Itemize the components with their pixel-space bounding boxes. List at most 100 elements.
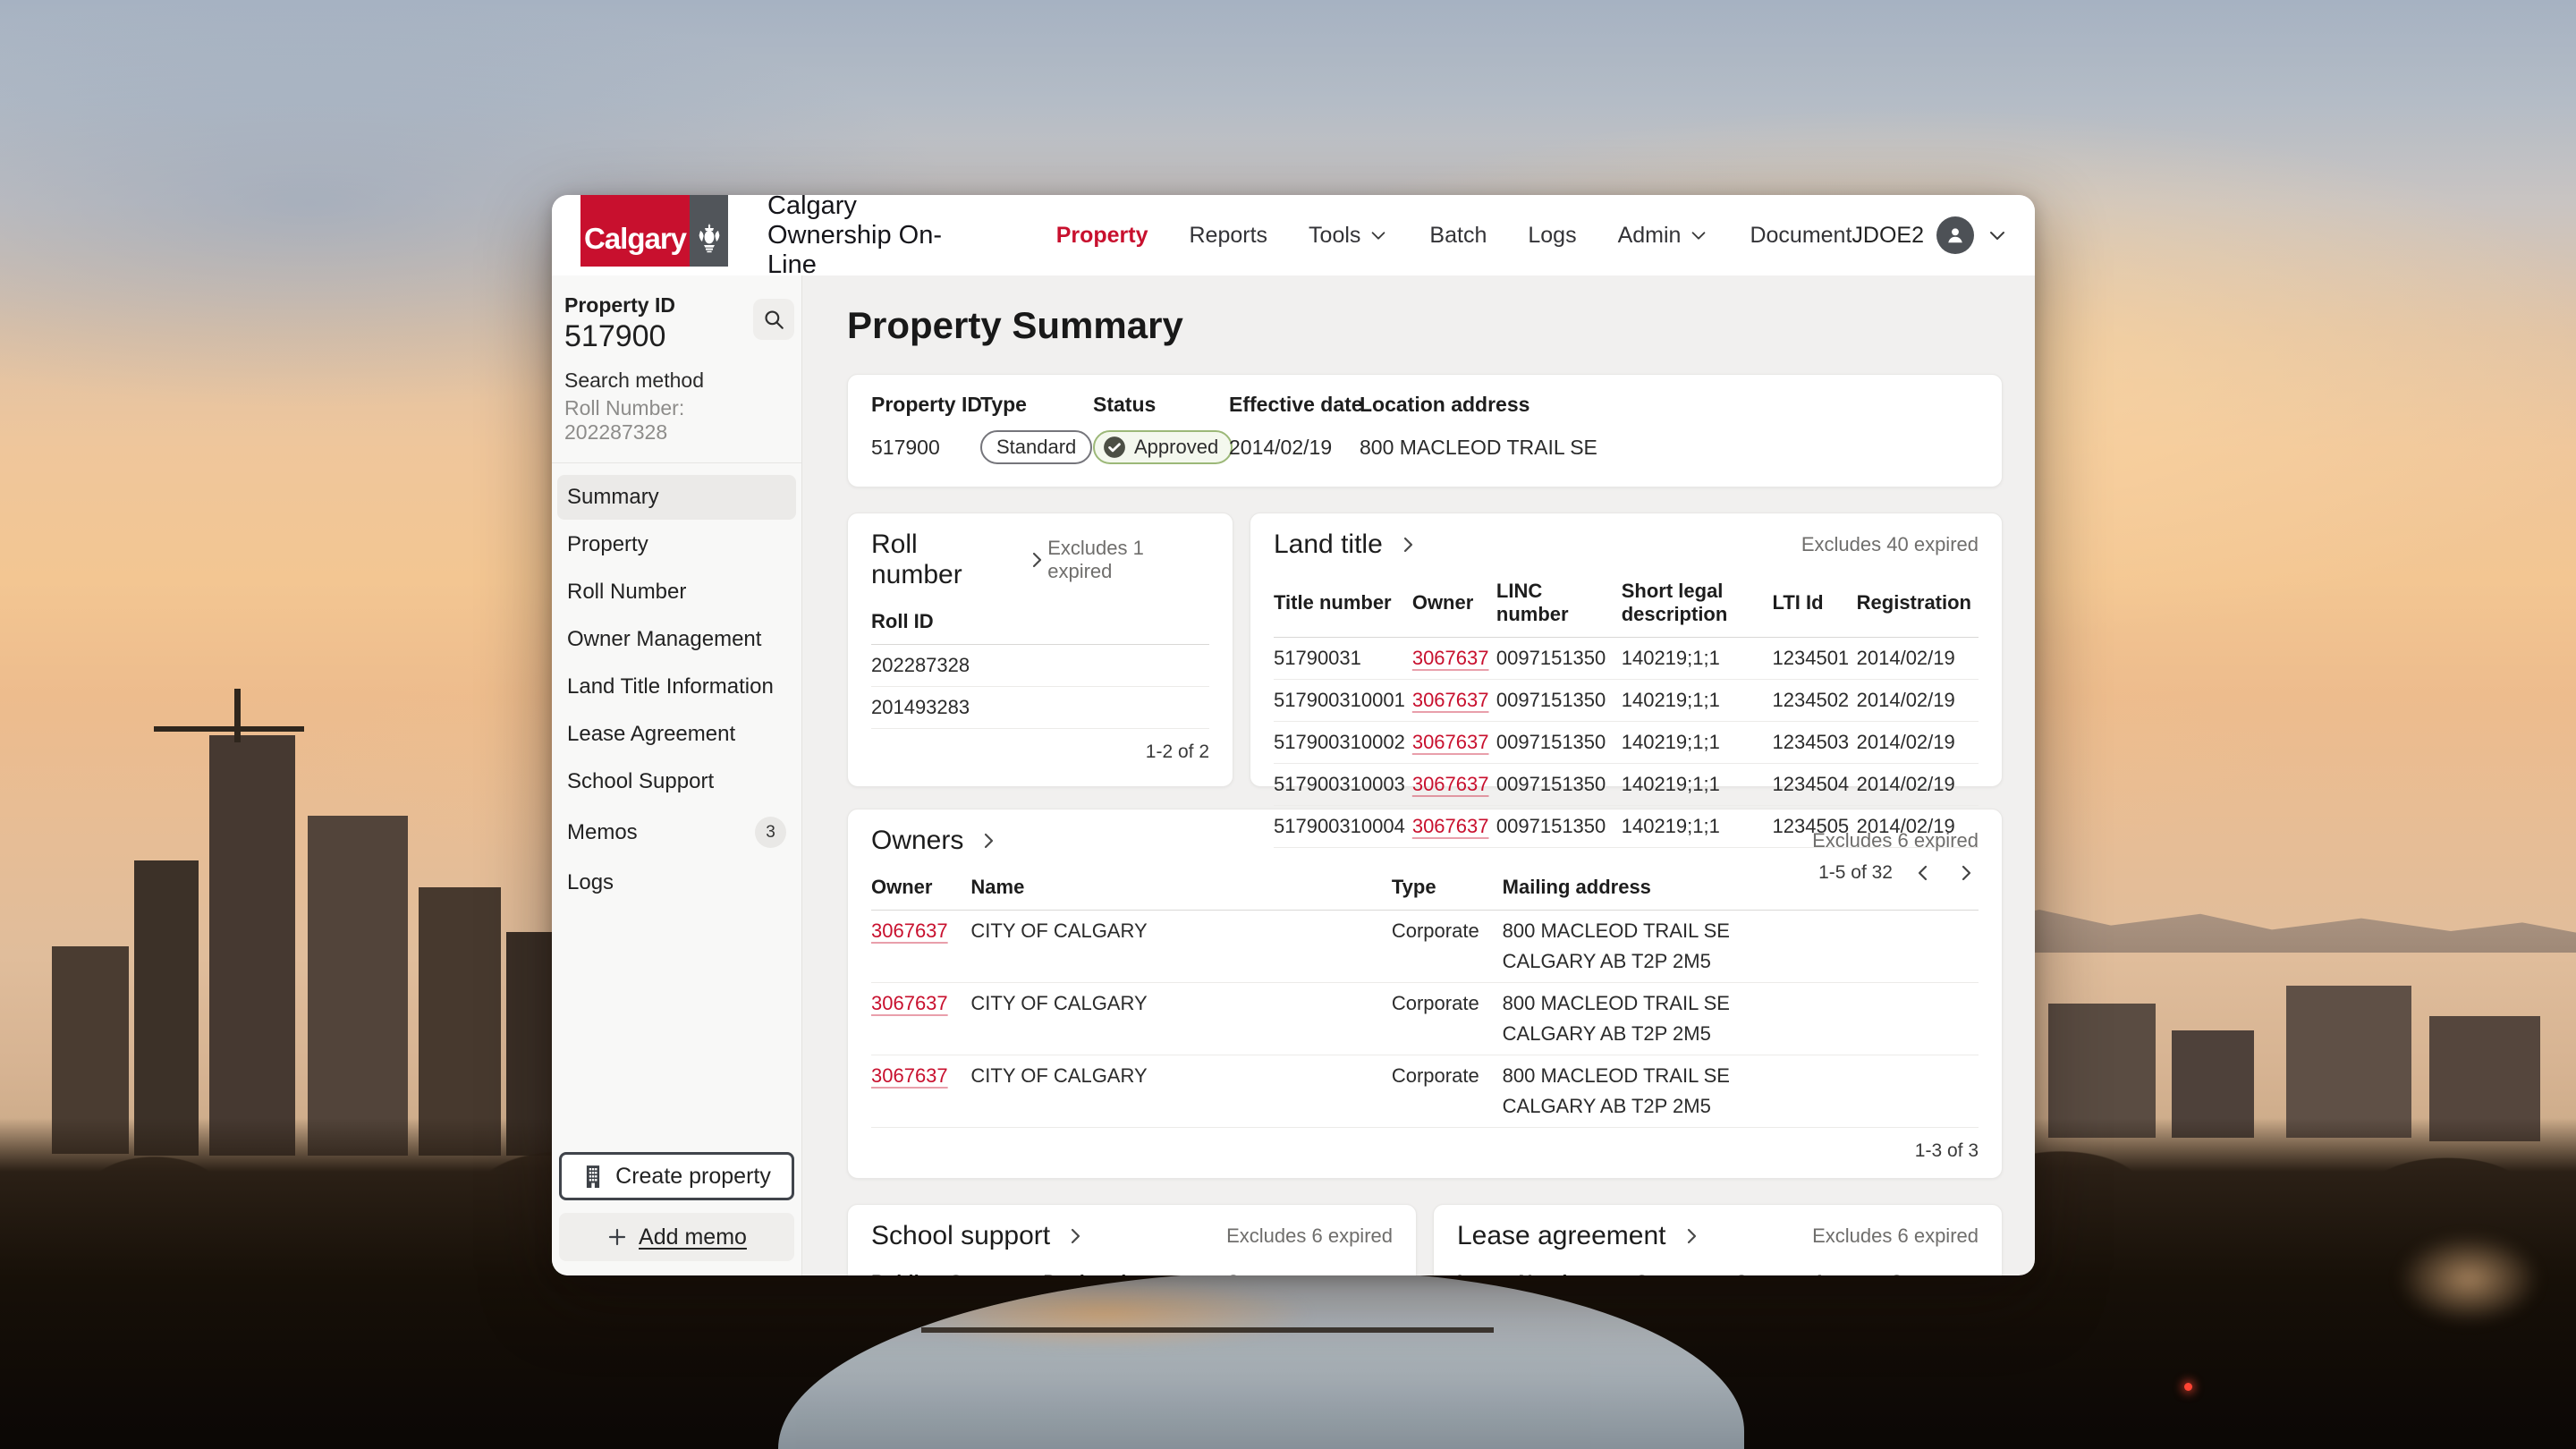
sidebar: Property ID 517900 Search method Roll Nu… bbox=[552, 275, 802, 1275]
chevron-right-icon bbox=[1687, 1228, 1696, 1244]
sidebar-item-owner-management[interactable]: Owner Management bbox=[567, 627, 762, 651]
table-row: 517900310004 3067637 0097151350 140219;1… bbox=[1274, 805, 1979, 848]
owner-link[interactable]: 3067637 bbox=[1411, 647, 1489, 669]
add-memo-button[interactable]: Add memo bbox=[559, 1213, 794, 1261]
search-button[interactable] bbox=[753, 299, 794, 340]
divider bbox=[552, 462, 801, 463]
table-row: 201493283 bbox=[871, 686, 1209, 729]
sidebar-item-lease-agreement[interactable]: Lease Agreement bbox=[567, 722, 736, 746]
land-title-table: Title number Owner LINC number Short leg… bbox=[1274, 574, 1979, 848]
plus-icon bbox=[608, 1228, 626, 1246]
nav-logs[interactable]: Logs bbox=[1528, 222, 1577, 248]
roll-number-open-link[interactable] bbox=[1026, 549, 1047, 571]
check-circle-icon bbox=[1104, 436, 1125, 458]
sidebar-item-memos[interactable]: Memos 3 bbox=[557, 807, 796, 858]
table-row: 517900310003 3067637 0097151350 140219;1… bbox=[1274, 763, 1979, 806]
chevron-right-icon bbox=[985, 833, 994, 849]
nav-admin[interactable]: Admin bbox=[1618, 223, 1709, 249]
sidebar-menu: Summary Property Roll Number Owner Manag… bbox=[557, 472, 796, 908]
table-row: 517900310002 3067637 0097151350 140219;1… bbox=[1274, 721, 1979, 764]
owner-link[interactable]: 3067637 bbox=[871, 1064, 948, 1087]
search-method-label: Search method bbox=[564, 369, 704, 392]
main-content: Property Summary Property ID 517900 Type… bbox=[802, 275, 2035, 1275]
sidebar-item-land-title-information[interactable]: Land Title Information bbox=[567, 674, 774, 699]
background-crane bbox=[154, 726, 304, 732]
background-tower-light bbox=[2184, 1383, 2192, 1391]
pagination: 1-3 of 3 bbox=[1914, 1140, 1979, 1161]
chevron-right-icon bbox=[1962, 865, 1971, 881]
pagination-prev-button[interactable] bbox=[1911, 860, 1936, 886]
table-row: 517900310001 3067637 0097151350 140219;1… bbox=[1274, 679, 1979, 722]
calgary-wordmark: Calgary bbox=[580, 195, 690, 267]
owner-link[interactable]: 3067637 bbox=[871, 992, 948, 1014]
table-row: 3067637 CITY OF CALGARY Corporate 800 MA… bbox=[871, 982, 1979, 1055]
sidebar-item-summary[interactable]: Summary bbox=[557, 475, 796, 520]
user-avatar-icon bbox=[1936, 216, 1974, 254]
table-row: 51790031 3067637 0097151350 140219;1;1 1… bbox=[1274, 637, 1979, 680]
owner-link[interactable]: 3067637 bbox=[871, 919, 948, 942]
owner-link[interactable]: 3067637 bbox=[1411, 773, 1489, 795]
nav-document[interactable]: Document bbox=[1750, 222, 1852, 248]
land-title-card: Land title Excludes 40 expired Title num… bbox=[1250, 513, 2003, 883]
table-row: 3067637 CITY OF CALGARY Corporate 800 MA… bbox=[871, 910, 1979, 983]
owner-link[interactable]: 3067637 bbox=[1411, 815, 1489, 837]
excludes-note: Excludes 6 expired bbox=[1226, 1224, 1393, 1247]
chevron-right-icon bbox=[1033, 552, 1042, 568]
table-row: 3067637 CITY OF CALGARY Corporate 800 MA… bbox=[871, 1055, 1979, 1128]
excludes-note: Excludes 1 expired bbox=[1047, 537, 1144, 582]
calgary-logo: Calgary bbox=[580, 195, 728, 267]
background-river-reflection bbox=[894, 1277, 1315, 1349]
background-weir bbox=[921, 1327, 1494, 1333]
sidebar-item-school-support[interactable]: School Support bbox=[567, 769, 715, 793]
owners-table: Owner Name Type Mailing address 3067637 … bbox=[871, 870, 1979, 1128]
sidebar-item-property[interactable]: Property bbox=[567, 532, 648, 556]
land-title-open-link[interactable] bbox=[1397, 534, 1419, 555]
owner-link[interactable]: 3067637 bbox=[1411, 689, 1489, 711]
table-row: 202287328 bbox=[871, 644, 1209, 687]
pagination: 1-2 of 2 bbox=[1145, 741, 1209, 762]
nav-reports[interactable]: Reports bbox=[1189, 222, 1268, 248]
lease-agreement-open-link[interactable] bbox=[1681, 1225, 1702, 1247]
school-support-card: School support Excludes 6 expired Public… bbox=[847, 1204, 1417, 1275]
roll-number-table: Roll ID 202287328 201493283 bbox=[871, 605, 1209, 729]
nav-property[interactable]: Property bbox=[1055, 222, 1148, 248]
chevron-right-icon bbox=[1072, 1228, 1080, 1244]
owner-link[interactable]: 3067637 bbox=[1411, 731, 1489, 753]
app-window: Calgary Calgary Ownership On-Line Proper… bbox=[552, 195, 2035, 1275]
owners-open-link[interactable] bbox=[978, 830, 999, 852]
school-support-open-link[interactable] bbox=[1064, 1225, 1086, 1247]
property-id-value: 517900 bbox=[564, 319, 666, 353]
chevron-down-icon bbox=[1692, 232, 1706, 240]
nav-tools[interactable]: Tools bbox=[1309, 223, 1388, 249]
chevron-left-icon bbox=[1918, 865, 1928, 881]
user-menu[interactable]: JDOE2 bbox=[1852, 216, 2008, 254]
main-nav: Property Reports Tools Batch Logs Admin … bbox=[1056, 223, 1852, 249]
user-name: JDOE2 bbox=[1852, 222, 1924, 248]
chevron-down-icon bbox=[1990, 232, 2004, 240]
excludes-note: Excludes 6 expired bbox=[1812, 1224, 1979, 1247]
roll-number-card: Roll number Excludes 1 expired Roll ID 2… bbox=[847, 513, 1233, 787]
lease-agreement-table: Lease Number Corporate Owner Lessee Owne… bbox=[1457, 1266, 1979, 1275]
building-icon bbox=[587, 1165, 600, 1188]
page-title: Property Summary bbox=[847, 304, 1183, 346]
school-support-table: Public Separate Declaration Owner 100.0%… bbox=[871, 1266, 1393, 1275]
search-method-value: Roll Number: 202287328 bbox=[564, 396, 685, 444]
status-badge: Approved bbox=[1093, 429, 1233, 465]
pagination-next-button[interactable] bbox=[1953, 860, 1979, 886]
sidebar-item-logs[interactable]: Logs bbox=[567, 870, 614, 894]
summary-effective-date: 2014/02/19 bbox=[1229, 435, 1333, 459]
summary-location-address: 800 MACLEOD TRAIL SE bbox=[1360, 435, 1597, 459]
create-property-button[interactable]: Create property bbox=[559, 1152, 794, 1200]
nav-batch[interactable]: Batch bbox=[1429, 222, 1487, 248]
sidebar-item-roll-number[interactable]: Roll Number bbox=[567, 580, 687, 604]
excludes-note: Excludes 6 expired bbox=[1812, 829, 1979, 852]
summary-property-id: 517900 bbox=[871, 435, 940, 459]
chevron-down-icon bbox=[1372, 232, 1385, 240]
pagination: 1-5 of 32 bbox=[1274, 848, 1979, 886]
property-id-label: Property ID bbox=[564, 293, 675, 317]
type-chip: Standard bbox=[980, 429, 1093, 465]
background-crane bbox=[234, 689, 241, 742]
lease-agreement-card: Lease agreement Excludes 6 expired Lease… bbox=[1433, 1204, 2003, 1275]
background-lit-building bbox=[2397, 1234, 2540, 1324]
memos-count-badge: 3 bbox=[755, 817, 786, 848]
